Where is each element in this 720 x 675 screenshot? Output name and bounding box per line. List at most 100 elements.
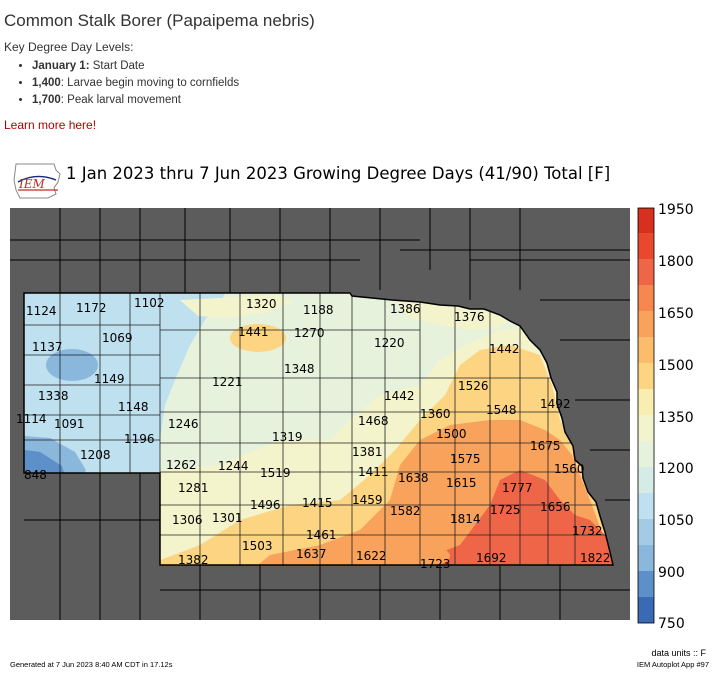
station-value: 1503 — [242, 539, 273, 553]
degree-day-levels-list: January 1: Start Date 1,400: Larvae begi… — [14, 58, 239, 109]
station-value: 1822 — [580, 551, 611, 565]
colorbar-tick: 1650 — [658, 306, 694, 322]
station-value: 1221 — [212, 375, 243, 389]
station-value: 1148 — [118, 400, 149, 414]
station-value: 1500 — [436, 427, 467, 441]
station-value: 1124 — [26, 304, 57, 318]
generated-timestamp: Generated at 7 Jun 2023 8:40 AM CDT in 1… — [10, 660, 173, 669]
logo-text: IEM — [18, 177, 46, 191]
station-value: 1386 — [390, 302, 421, 316]
page-title: Common Stalk Borer (Papaipema nebris) — [4, 11, 315, 30]
station-value: 1519 — [260, 466, 291, 480]
station-value: 1622 — [356, 549, 387, 563]
station-value: 1208 — [80, 448, 111, 462]
station-value: 1492 — [540, 397, 571, 411]
colorbar-segment — [638, 493, 654, 519]
learn-more-link[interactable]: Learn more here! — [4, 118, 97, 132]
station-value: 1137 — [32, 340, 63, 354]
colorbar-segment — [638, 545, 654, 571]
station-value: 1360 — [420, 407, 451, 421]
neighbor-county-lines — [10, 208, 630, 620]
station-value: 1637 — [296, 547, 327, 561]
level-value: 1,700 — [32, 94, 61, 106]
level-item: 1,700: Peak larval movement — [32, 92, 239, 109]
station-value: 1675 — [530, 439, 561, 453]
station-value: 1692 — [476, 551, 507, 565]
colorbar-segment — [638, 259, 654, 285]
colorbar-segment — [638, 311, 654, 337]
station-value: 1526 — [458, 379, 489, 393]
colorbar-tick: 1500 — [658, 358, 694, 374]
level-item: 1,400: Larvae begin moving to cornfields — [32, 75, 239, 92]
colorbar-segment — [638, 389, 654, 415]
station-value: 1262 — [166, 458, 197, 472]
station-value: 1582 — [390, 504, 421, 518]
station-value: 1415 — [302, 496, 333, 510]
station-value: 1411 — [358, 465, 389, 479]
station-value: 1638 — [398, 471, 429, 485]
nebraska-border — [23, 292, 614, 566]
station-value: 1306 — [172, 513, 203, 527]
station-value: 1496 — [250, 498, 281, 512]
station-value: 1382 — [178, 553, 209, 567]
station-value: 1270 — [294, 326, 325, 340]
app-credit: IEM Autoplot App #97 — [636, 660, 709, 669]
colorbar-tick: 1350 — [658, 410, 694, 426]
key-levels-heading: Key Degree Day Levels: — [4, 40, 134, 54]
colorbar-segment — [638, 467, 654, 493]
station-value: 1348 — [284, 362, 315, 376]
station-value: 1560 — [554, 462, 585, 476]
station-value: 1441 — [238, 325, 269, 339]
colorbar-tick: 1200 — [658, 461, 694, 477]
station-labels: 1124 1172 1102 1320 1188 1386 1376 1441 … — [16, 296, 611, 571]
station-value: 1069 — [102, 331, 133, 345]
station-value: 1442 — [489, 342, 520, 356]
colorbar-tick: 900 — [658, 565, 685, 581]
station-value: 1319 — [272, 430, 303, 444]
station-value: 1172 — [76, 301, 107, 315]
colorbar-segment — [638, 597, 654, 623]
level-value: 1,400 — [32, 77, 61, 89]
station-value: 1656 — [540, 500, 571, 514]
colorbar-segment — [638, 208, 654, 233]
station-value: 1548 — [486, 403, 517, 417]
station-value: 1442 — [384, 389, 415, 403]
colorbar-segment — [638, 285, 654, 311]
level-desc: : Peak larval movement — [60, 94, 181, 106]
station-value: 848 — [24, 468, 47, 482]
station-value: 1376 — [454, 310, 485, 324]
station-value: 1381 — [352, 445, 383, 459]
station-value: 1575 — [450, 452, 481, 466]
iem-logo: IEM — [13, 163, 61, 199]
station-value: 1281 — [178, 481, 209, 495]
station-value: 1091 — [54, 417, 85, 431]
station-value: 1459 — [352, 493, 383, 507]
level-item: January 1: Start Date — [32, 58, 239, 75]
colorbar-segment — [638, 363, 654, 389]
colorbar-tick: 1950 — [658, 202, 694, 218]
colorbar-segment — [638, 233, 654, 259]
station-value: 1732 — [572, 524, 603, 538]
station-value: 1320 — [246, 297, 277, 311]
station-value: 1301 — [212, 511, 243, 525]
colorbar-segment — [638, 571, 654, 597]
level-desc: Start Date — [89, 60, 145, 72]
colorbar-segment — [638, 337, 654, 363]
level-value: January 1: — [32, 60, 90, 72]
station-value: 1244 — [218, 459, 249, 473]
colorbar: 1950 1800 1650 1500 1350 1200 1050 900 7… — [637, 202, 694, 632]
colorbar-tick: 1050 — [658, 513, 694, 529]
station-value: 1615 — [446, 476, 477, 490]
data-units-label: data units :: F — [651, 648, 706, 658]
station-value: 1196 — [124, 432, 155, 446]
station-value: 1461 — [306, 528, 337, 542]
station-value: 1725 — [490, 503, 521, 517]
station-value: 1220 — [374, 336, 405, 350]
station-value: 1102 — [134, 296, 165, 310]
county-lines — [24, 293, 610, 565]
colorbar-segment — [638, 519, 654, 545]
colorbar-segment — [638, 415, 654, 441]
map-title: 1 Jan 2023 thru 7 Jun 2023 Growing Degre… — [66, 164, 611, 183]
station-value: 1723 — [420, 557, 451, 571]
